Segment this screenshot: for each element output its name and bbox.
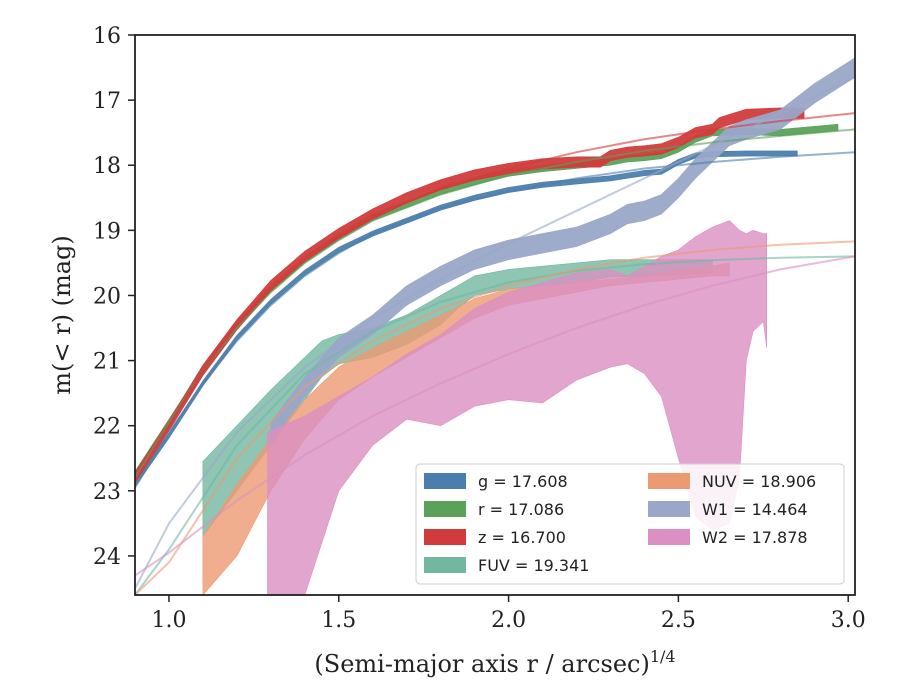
legend-label: g = 17.608 [478,472,568,491]
y-tick-label: 21 [93,350,121,375]
x-axis-title: (Semi-major axis r / arcsec)1/4 [314,647,675,678]
y-axis-title: m(< r) (mag) [48,235,76,394]
x-tick-label: 3.0 [831,608,866,633]
legend-swatch [424,557,466,573]
series-band-6 [267,220,768,595]
y-tick-label: 22 [93,415,121,440]
legend-label: z = 16.700 [478,528,566,547]
plot-frame [134,34,856,596]
legend-swatch [648,473,690,489]
legend-swatch [648,529,690,545]
fit-line-5 [135,76,855,589]
fit-line-6 [135,255,855,577]
fit-line-4 [135,240,855,595]
x-axis-title-exponent: 1/4 [650,647,676,666]
y-tick-label: 18 [93,154,121,179]
x-tick-label: 2.0 [491,608,526,633]
y-tick-label: 24 [93,545,121,570]
legend-box [415,463,845,585]
legend-label: W1 = 14.464 [702,500,808,519]
legend-label: FUV = 19.341 [478,556,589,575]
legend-label: r = 17.086 [478,500,564,519]
y-tick-label: 17 [93,89,121,114]
legend-label: NUV = 18.906 [702,472,816,491]
legend-swatch [424,473,466,489]
y-axis-ticks: 16 17 18 19 20 21 22 23 24 [93,24,135,570]
y-tick-label: 23 [93,480,121,505]
legend: g = 17.608 r = 17.086 z = 16.700 FUV = 19.3… [415,463,845,585]
y-tick-label: 20 [93,284,121,309]
plot-area [135,57,855,595]
fit-line-2 [135,112,855,482]
model-fit-lines [135,76,855,595]
series-band-5 [270,57,855,443]
x-axis-ticks: 1.0 1.5 2.0 2.5 3.0 [151,595,866,633]
y-tick-label: 16 [93,24,121,49]
x-tick-label: 1.0 [151,608,186,633]
legend-swatch [648,501,690,517]
fit-line-0 [135,151,855,489]
x-tick-label: 2.5 [661,608,696,633]
y-tick-label: 19 [93,219,121,244]
legend-label: W2 = 17.878 [702,528,808,547]
fit-line-3 [135,255,855,595]
x-tick-label: 1.5 [321,608,356,633]
data-bands [135,57,855,595]
legend-swatch [424,501,466,517]
legend-swatch [424,529,466,545]
